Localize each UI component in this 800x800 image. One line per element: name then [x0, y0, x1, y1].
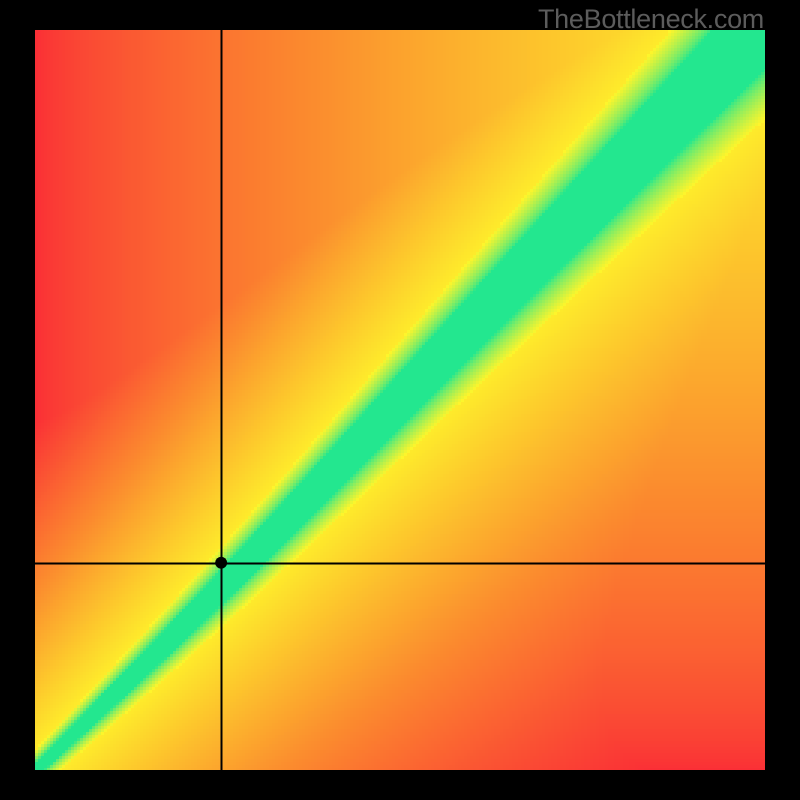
crosshair-overlay — [35, 30, 765, 770]
chart-stage: TheBottleneck.com — [0, 0, 800, 800]
watermark-text: TheBottleneck.com — [538, 4, 764, 35]
